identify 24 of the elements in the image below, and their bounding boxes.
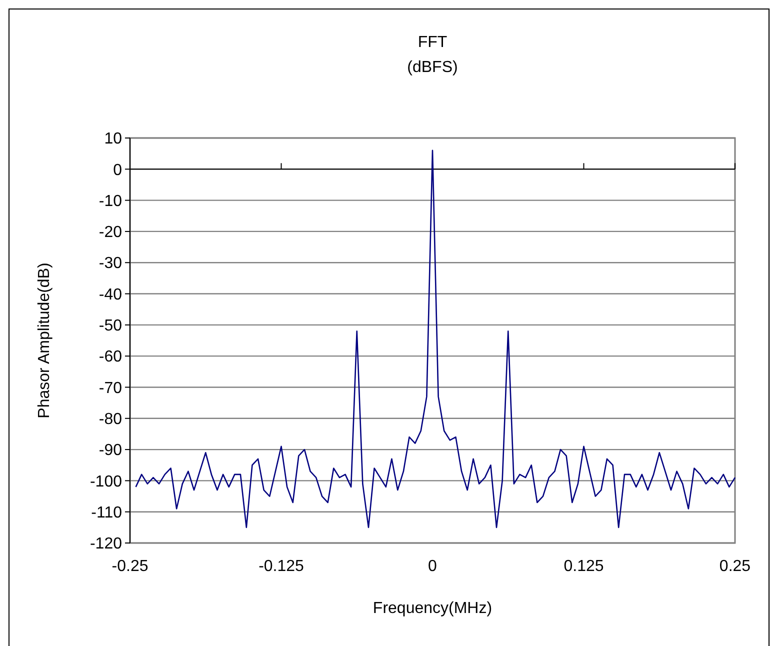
x-tick-label: 0.125 <box>564 558 604 575</box>
y-tick-label: -60 <box>98 348 122 366</box>
y-tick-label: -120 <box>90 536 122 553</box>
y-tick-label: -10 <box>98 192 122 210</box>
y-tick-label: -80 <box>98 410 122 428</box>
x-axis-title: Frequency(MHz) <box>372 600 492 617</box>
y-tick-label: -50 <box>98 318 122 335</box>
y-tick-label: -70 <box>98 380 122 397</box>
x-tick-label: -0.125 <box>258 558 304 575</box>
y-axis-title: Phasor Amplitude(dB) <box>36 262 53 418</box>
y-tick-label: -90 <box>98 442 122 460</box>
x-tick-label: 0.25 <box>719 558 751 575</box>
y-tick-label: -30 <box>98 255 122 272</box>
y-tick-label: -40 <box>98 286 122 304</box>
y-tick-label: 10 <box>104 130 122 148</box>
y-tick-label: -100 <box>90 473 122 490</box>
y-tick-label: -20 <box>98 224 122 242</box>
line-series <box>135 150 736 528</box>
chart-subtitle: (dBFS) <box>407 59 458 76</box>
x-tick-label: -0.25 <box>112 558 148 575</box>
y-tick-label: -110 <box>91 504 122 522</box>
chart-title: FFT <box>418 34 448 51</box>
y-tick-label: 0 <box>113 162 122 179</box>
x-tick-label: 0 <box>428 558 438 575</box>
